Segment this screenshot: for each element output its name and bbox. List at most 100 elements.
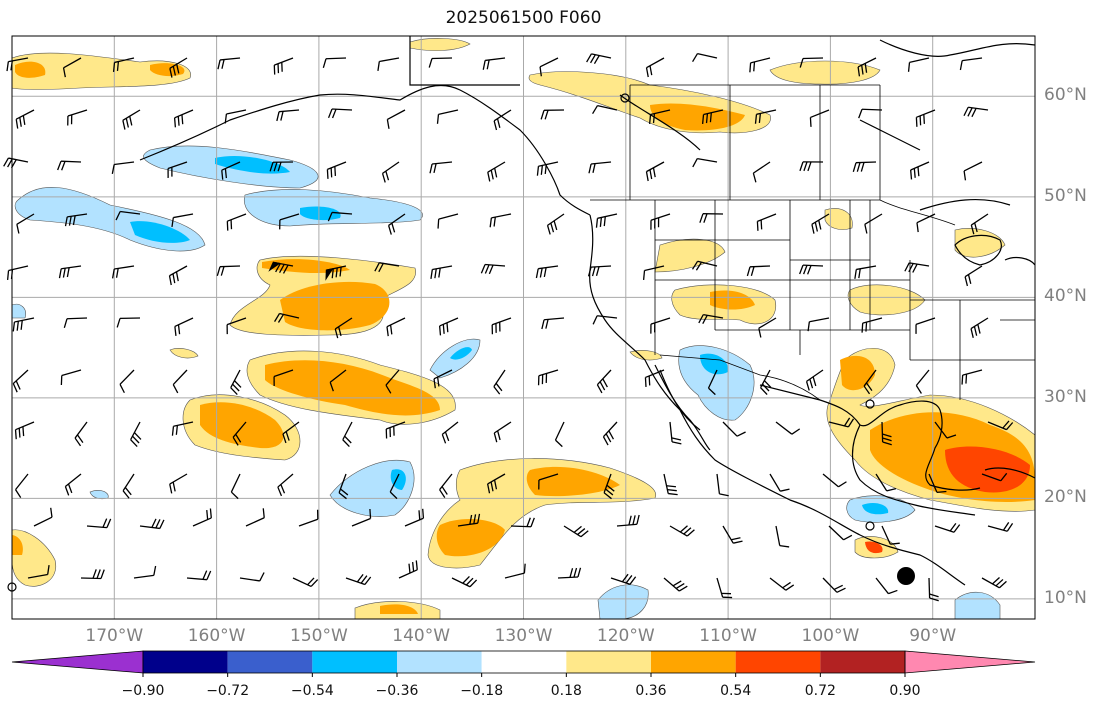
- wind-barb: [881, 525, 900, 545]
- wind-barb: [775, 525, 790, 548]
- longitude-label: 90°W: [909, 626, 957, 646]
- wind-barb: [12, 317, 35, 332]
- wind-barb: [504, 563, 526, 579]
- latitude-label: 30°N: [1044, 386, 1087, 407]
- wind-barb: [232, 421, 247, 446]
- wind-barb: [852, 161, 877, 172]
- wind-barb: [916, 213, 936, 233]
- wind-barb: [298, 509, 319, 527]
- wind-barb: [334, 317, 353, 339]
- wind-barb: [546, 213, 565, 235]
- wind-barb: [987, 521, 1014, 532]
- wind-barb: [168, 265, 188, 286]
- wind-barbs-layer: [3, 52, 1014, 602]
- wind-barb: [217, 57, 241, 70]
- wind-barb: [645, 57, 665, 78]
- wind-barb: [342, 421, 353, 448]
- wind-barb: [130, 421, 142, 447]
- wind-barb: [377, 57, 400, 71]
- wind-barb: [915, 109, 936, 127]
- wind-barb: [60, 369, 82, 386]
- wind-barb: [345, 573, 372, 586]
- wind-barb: [648, 109, 671, 125]
- wind-barb: [493, 109, 512, 131]
- wind-barb: [169, 473, 188, 494]
- colorbar-tick-label: −0.54: [290, 683, 334, 699]
- wind-barb: [269, 161, 294, 172]
- wind-barb: [292, 577, 319, 588]
- wind-barb: [663, 473, 678, 496]
- wind-barb: [329, 369, 347, 392]
- wind-barb: [650, 213, 671, 230]
- colorbar-frame: [142, 650, 906, 674]
- wind-barb: [273, 57, 294, 75]
- wind-barb: [592, 315, 618, 325]
- wind-barb: [268, 261, 294, 274]
- wind-barb: [386, 109, 406, 129]
- wind-barb: [439, 473, 453, 498]
- wind-barb: [389, 473, 400, 500]
- wind-barb: [716, 473, 729, 497]
- wind-barb: [491, 317, 512, 335]
- wind-barb: [592, 104, 618, 115]
- colorbar-segment: [143, 651, 228, 673]
- wind-barb: [487, 473, 506, 494]
- wind-barb: [928, 577, 939, 602]
- colorbar-segment: [397, 651, 482, 673]
- latitude-label: 40°N: [1044, 286, 1087, 307]
- wind-barb: [27, 565, 50, 579]
- longitude-label: 110°W: [699, 626, 757, 646]
- wind-barb: [769, 473, 790, 492]
- wind-barb: [586, 53, 612, 65]
- wind-barb: [541, 317, 565, 330]
- wind-barb: [669, 525, 695, 537]
- wind-barb: [864, 213, 883, 234]
- wind-barb: [245, 508, 265, 527]
- colorbar-tick-label: 0.18: [550, 683, 582, 699]
- wind-barb: [557, 567, 582, 579]
- colorbar-tick-label: 0.90: [889, 683, 921, 699]
- wind-barb: [963, 106, 989, 118]
- wind-barb: [122, 473, 135, 499]
- wind-barb: [698, 313, 724, 324]
- wind-barb: [221, 161, 241, 180]
- wind-barb: [282, 421, 300, 444]
- wind-barb: [539, 57, 559, 77]
- wind-barb: [875, 577, 898, 595]
- wind-barb: [799, 57, 824, 68]
- wind-barb: [139, 518, 165, 530]
- wind-barb: [769, 577, 795, 591]
- wind-barb: [963, 161, 983, 181]
- wind-barb: [716, 577, 733, 599]
- wind-barb: [57, 160, 82, 171]
- wind-barb: [510, 517, 535, 528]
- wind-barb: [173, 109, 194, 128]
- wind-barb: [669, 421, 682, 445]
- wind-barb: [226, 213, 247, 231]
- wind-barb: [722, 525, 743, 544]
- wind-barb: [691, 260, 718, 271]
- wind-barb: [970, 317, 989, 338]
- coastlines: [139, 36, 1036, 586]
- wind-barb: [216, 265, 241, 276]
- wind-barb: [15, 109, 35, 129]
- wind-barb: [62, 57, 82, 78]
- wind-barb: [326, 161, 347, 179]
- colorbar-tick-label: 0.54: [720, 683, 752, 699]
- wind-barb: [959, 57, 983, 71]
- wind-barb: [167, 161, 188, 178]
- wind-barb: [122, 109, 141, 130]
- wind-barb: [186, 570, 212, 581]
- wind-barb: [133, 565, 157, 579]
- wind-barb: [961, 369, 983, 385]
- wind-barb: [603, 473, 615, 500]
- wind-barb: [699, 213, 724, 223]
- colorbar-tick-label: −0.90: [121, 683, 165, 699]
- wind-barb: [934, 523, 961, 533]
- wind-barb: [385, 421, 406, 439]
- wind-barb: [596, 369, 612, 394]
- wind-barb: [746, 265, 771, 277]
- wind-barb: [854, 265, 877, 279]
- wind-barb: [616, 514, 640, 527]
- map-title: 2025061500 F060: [445, 8, 602, 28]
